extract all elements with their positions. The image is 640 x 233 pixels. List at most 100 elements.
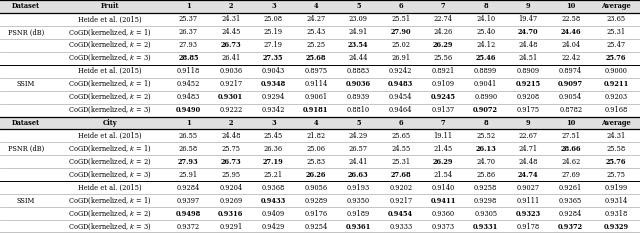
Text: 0.9208: 0.9208 bbox=[516, 93, 540, 101]
Text: 0.9189: 0.9189 bbox=[347, 209, 370, 218]
Text: 0.9000: 0.9000 bbox=[605, 67, 627, 75]
Text: 0.9372: 0.9372 bbox=[558, 223, 583, 230]
Text: 0.9254: 0.9254 bbox=[304, 223, 328, 230]
Text: 24.31: 24.31 bbox=[221, 15, 241, 24]
Text: CoGD(kernelized, $k$ = 3): CoGD(kernelized, $k$ = 3) bbox=[68, 53, 152, 63]
Text: 24.12: 24.12 bbox=[476, 41, 495, 49]
Text: 27.68: 27.68 bbox=[390, 171, 411, 179]
Text: 0.9072: 0.9072 bbox=[473, 106, 499, 114]
Text: 0.9054: 0.9054 bbox=[559, 93, 582, 101]
Text: 25.52: 25.52 bbox=[476, 132, 495, 140]
Text: 0.9305: 0.9305 bbox=[474, 209, 497, 218]
Text: SSIM: SSIM bbox=[17, 197, 35, 205]
Text: 0.9061: 0.9061 bbox=[304, 93, 328, 101]
Text: 25.68: 25.68 bbox=[305, 54, 326, 62]
Text: 27.93: 27.93 bbox=[178, 158, 198, 166]
Text: 25.25: 25.25 bbox=[307, 41, 325, 49]
Text: 24.91: 24.91 bbox=[349, 28, 368, 36]
Text: 0.9137: 0.9137 bbox=[432, 106, 455, 114]
Text: 0.9409: 0.9409 bbox=[262, 209, 285, 218]
Text: 0.9245: 0.9245 bbox=[431, 93, 456, 101]
Text: 24.74: 24.74 bbox=[518, 171, 538, 179]
Text: 0.9140: 0.9140 bbox=[431, 184, 455, 192]
Text: CoGD(kernelized, $k$ = 2): CoGD(kernelized, $k$ = 2) bbox=[68, 208, 152, 219]
Text: 0.9118: 0.9118 bbox=[177, 67, 200, 75]
Text: 0.9454: 0.9454 bbox=[388, 209, 413, 218]
Text: 0.9175: 0.9175 bbox=[516, 106, 540, 114]
Text: 0.8782: 0.8782 bbox=[559, 106, 582, 114]
Text: Fruit: Fruit bbox=[100, 3, 119, 10]
Text: 25.47: 25.47 bbox=[607, 41, 625, 49]
Text: 0.9298: 0.9298 bbox=[474, 197, 497, 205]
Text: 25.31: 25.31 bbox=[607, 28, 625, 36]
Text: 27.93: 27.93 bbox=[179, 41, 198, 49]
Bar bbox=[0, 116, 640, 130]
Text: 0.9181: 0.9181 bbox=[303, 106, 328, 114]
Text: SSIM: SSIM bbox=[17, 80, 35, 88]
Text: 8: 8 bbox=[483, 3, 488, 10]
Text: 24.51: 24.51 bbox=[518, 54, 538, 62]
Text: 27.19: 27.19 bbox=[264, 41, 283, 49]
Text: 0.9289: 0.9289 bbox=[304, 197, 328, 205]
Text: Average: Average bbox=[601, 3, 631, 10]
Text: 0.9498: 0.9498 bbox=[176, 209, 201, 218]
Text: 0.9350: 0.9350 bbox=[347, 197, 370, 205]
Text: 24.48: 24.48 bbox=[518, 41, 538, 49]
Text: 7: 7 bbox=[441, 3, 445, 10]
Text: 24.45: 24.45 bbox=[221, 28, 241, 36]
Text: 0.9111: 0.9111 bbox=[516, 197, 540, 205]
Text: 7: 7 bbox=[441, 119, 445, 127]
Text: CoGD(kernelized, $k$ = 3): CoGD(kernelized, $k$ = 3) bbox=[68, 105, 152, 115]
Text: Dataset: Dataset bbox=[12, 119, 40, 127]
Text: 24.48: 24.48 bbox=[518, 158, 538, 166]
Text: 0.9318: 0.9318 bbox=[604, 209, 628, 218]
Text: 0.9258: 0.9258 bbox=[474, 184, 497, 192]
Text: 26.29: 26.29 bbox=[433, 41, 454, 49]
Text: 3: 3 bbox=[271, 119, 276, 127]
Text: 0.9294: 0.9294 bbox=[262, 93, 285, 101]
Text: 19.11: 19.11 bbox=[434, 132, 453, 140]
Text: 0.8939: 0.8939 bbox=[347, 93, 370, 101]
Bar bbox=[0, 220, 640, 233]
Text: 0.8974: 0.8974 bbox=[559, 67, 582, 75]
Text: 25.58: 25.58 bbox=[607, 145, 625, 153]
Text: 25.86: 25.86 bbox=[476, 171, 495, 179]
Bar bbox=[0, 91, 640, 103]
Text: 24.48: 24.48 bbox=[221, 132, 241, 140]
Text: 21.45: 21.45 bbox=[434, 145, 453, 153]
Text: CoGD(kernelized, $k$ = 3): CoGD(kernelized, $k$ = 3) bbox=[68, 221, 152, 232]
Text: 21.54: 21.54 bbox=[434, 171, 453, 179]
Text: 25.76: 25.76 bbox=[605, 54, 626, 62]
Text: 28.66: 28.66 bbox=[561, 145, 581, 153]
Text: 0.8899: 0.8899 bbox=[474, 67, 497, 75]
Text: 25.91: 25.91 bbox=[179, 171, 198, 179]
Text: CoGD(kernelized, $k$ = 1): CoGD(kernelized, $k$ = 1) bbox=[68, 79, 152, 89]
Text: 0.9114: 0.9114 bbox=[304, 80, 328, 88]
Text: 25.83: 25.83 bbox=[307, 158, 325, 166]
Text: 27.90: 27.90 bbox=[390, 28, 411, 36]
Text: 24.70: 24.70 bbox=[476, 158, 495, 166]
Bar bbox=[0, 207, 640, 220]
Text: 0.9204: 0.9204 bbox=[220, 184, 243, 192]
Text: 0.9365: 0.9365 bbox=[559, 197, 582, 205]
Bar bbox=[0, 65, 640, 78]
Text: 0.9411: 0.9411 bbox=[431, 197, 456, 205]
Text: 0.9368: 0.9368 bbox=[262, 184, 285, 192]
Bar bbox=[0, 13, 640, 26]
Text: PSNR (dB): PSNR (dB) bbox=[8, 28, 44, 36]
Text: 5: 5 bbox=[356, 3, 360, 10]
Text: 27.19: 27.19 bbox=[263, 158, 284, 166]
Text: 0.9360: 0.9360 bbox=[432, 209, 455, 218]
Bar bbox=[0, 168, 640, 181]
Text: 25.37: 25.37 bbox=[179, 15, 198, 24]
Text: 0.9261: 0.9261 bbox=[559, 184, 582, 192]
Text: 19.47: 19.47 bbox=[518, 15, 538, 24]
Text: 0.8921: 0.8921 bbox=[431, 67, 455, 75]
Text: 0.9397: 0.9397 bbox=[177, 197, 200, 205]
Text: Heide et al. (2015): Heide et al. (2015) bbox=[78, 67, 141, 75]
Text: Dataset: Dataset bbox=[12, 3, 40, 10]
Text: 0.9193: 0.9193 bbox=[347, 184, 370, 192]
Text: 25.19: 25.19 bbox=[264, 28, 283, 36]
Text: 25.45: 25.45 bbox=[264, 132, 283, 140]
Text: 25.51: 25.51 bbox=[391, 15, 410, 24]
